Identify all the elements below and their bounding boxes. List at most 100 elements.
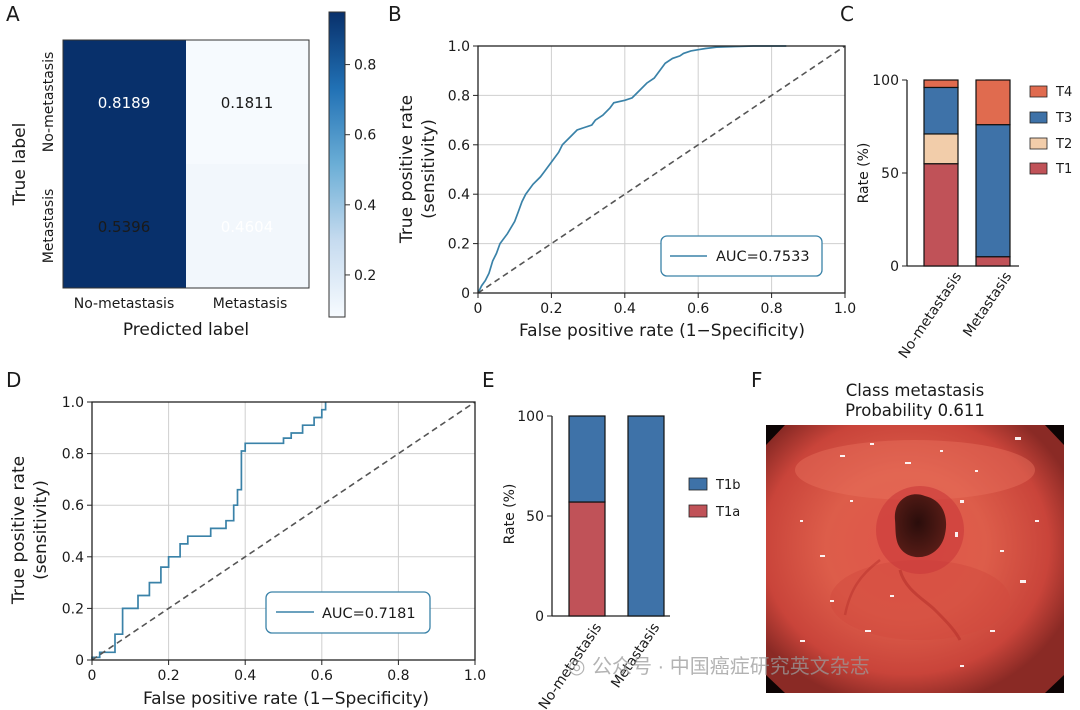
- roc-b-y-axis-label-line2: (sensitivity): [419, 119, 439, 219]
- roc-b-legend-label: AUC=0.7533: [716, 249, 810, 265]
- roc-chart-d: 0 0.2 0.4 0.6 0.8 1.0 0 0.2 0.4 0.6 0.8 1.0: [62, 395, 486, 684]
- heatmap-cell-1-0: [63, 164, 186, 288]
- bars-e-bar-t1b-0: [568, 415, 606, 503]
- colorbar-ticks: 0.2 0.4 0.6 0.8: [345, 58, 376, 284]
- panel-f: F Class metastasis Probability 0.611: [751, 368, 1064, 693]
- bars-c-bar-t4-0: [923, 79, 959, 89]
- panel-label-f: F: [751, 368, 763, 392]
- legend-swatch-t1: [1029, 162, 1048, 175]
- bars-c-bar-t3-0: [923, 86, 959, 135]
- roc-b-y-tick-label-3: 0.6: [448, 138, 470, 154]
- cell-label-0-0: 0.8189: [98, 94, 151, 112]
- roc-b-y-tick-label-4: 0.8: [448, 88, 470, 104]
- heatmap-cell-1-1: [186, 164, 309, 288]
- bars-c-x-tick-no-metastasis: No-metastasis: [896, 269, 965, 361]
- roc-b-axes-frame: [477, 45, 846, 294]
- roc-d-x-axis-label: False positive rate (1−Specificity): [143, 689, 429, 709]
- roc-b-x-tick-label-1: 0.2: [540, 301, 562, 317]
- panel-label-d: D: [6, 368, 21, 392]
- roc-d-y-tick-label-0: 0: [75, 653, 84, 669]
- panel-c: C 0 50 100 Rate (%) No-metastasis Metastas…: [840, 2, 1072, 362]
- roc-d-chance-line: [91, 401, 476, 661]
- heatmap-frame: [62, 39, 310, 289]
- roc-d-x-tick-label-3: 0.6: [311, 668, 333, 684]
- bars-c-x-tick-metastasis: Metastasis: [960, 269, 1015, 340]
- cell-label-1-1: 0.4604: [221, 218, 274, 236]
- roc-b-x-tick-label-3: 0.6: [687, 301, 709, 317]
- colorbar-tick-label-3: 0.8: [354, 58, 376, 74]
- bars-e-y-axis-label: Rate (%): [502, 484, 518, 545]
- roc-d-x-tick-label-0: 0: [88, 668, 97, 684]
- legend-swatch-t2: [1029, 137, 1048, 150]
- roc-b-y-tick-label-5: 1.0: [448, 39, 470, 55]
- stacked-bars-e: 0 50 100: [517, 409, 670, 625]
- bars-c-bar-t2-0: [923, 133, 959, 165]
- bars-c-bar-t3-1: [975, 124, 1011, 258]
- bars-e-legend: T1b T1a: [688, 477, 740, 520]
- roc-d-y-tick-label-3: 0.6: [62, 498, 84, 514]
- bars-c-legend: T4 T3 T2 T1: [1029, 85, 1072, 177]
- legend-label-t1a: T1a: [715, 505, 740, 520]
- legend-swatch-t1b: [688, 477, 708, 491]
- colorbar-tick-label-2: 0.6: [354, 128, 376, 144]
- legend-label-t1: T1: [1055, 162, 1072, 177]
- legend-label-t4: T4: [1055, 85, 1072, 100]
- panel-b: B 0 0.2 0.4 0.6 0.8 1.0 0 0.2 0.4 0.6 0.8 1.0 False…: [388, 2, 856, 341]
- roc-d-y-tick-label-5: 1.0: [62, 395, 84, 411]
- roc-d-x-tick-label-4: 0.8: [387, 668, 409, 684]
- roc-d-y-axis-label-line2: (sensitivity): [31, 480, 51, 580]
- colorbar-tick-label-0: 0.2: [354, 268, 376, 284]
- roc-d-y-tick-label-1: 0.2: [62, 601, 84, 617]
- bars-c-y-tick-label-0: 0: [890, 259, 899, 275]
- colorbar: [328, 11, 346, 318]
- photo-title-line2: Probability 0.611: [845, 401, 985, 420]
- roc-b-x-tick-label-4: 0.8: [760, 301, 782, 317]
- panel-label-b: B: [388, 2, 402, 26]
- roc-d-x-tick-label-2: 0.4: [234, 668, 256, 684]
- roc-b-x-tick-label-0: 0: [474, 301, 483, 317]
- legend-label-t1b: T1b: [715, 478, 740, 493]
- panel-label-c: C: [840, 2, 854, 26]
- roc-d-axes-frame: [91, 401, 476, 661]
- bars-c-bar-t1-1: [975, 256, 1011, 267]
- panel-label-a: A: [6, 2, 20, 26]
- bars-e-y-tick-label-1: 50: [526, 509, 544, 525]
- roc-b-y-tick-label-1: 0.2: [448, 237, 470, 253]
- panel-label-e: E: [482, 368, 495, 392]
- roc-d-y-tick-label-2: 0.4: [62, 550, 84, 566]
- x-tick-label-no-metastasis: No-metastasis: [74, 296, 175, 312]
- legend-swatch-t3: [1029, 111, 1048, 124]
- x-axis-label: Predicted label: [123, 320, 249, 340]
- colorbar-tick-label-1: 0.4: [354, 198, 376, 214]
- endoscopy-image: [766, 425, 1064, 693]
- bars-e-y-tick-label-2: 100: [517, 409, 544, 425]
- roc-b-x-tick-label-5: 1.0: [834, 301, 856, 317]
- y-tick-label-no-metastasis: No-metastasis: [41, 52, 57, 153]
- roc-b-x-axis-label: False positive rate (1−Specificity): [519, 321, 805, 341]
- bars-c-bar-t4-1: [975, 79, 1011, 126]
- photo-title-line1: Class metastasis: [846, 381, 984, 400]
- watermark-text: 公众号 · 中国癌症研究英文杂志: [592, 655, 870, 678]
- heatmap-cell-0-1: [186, 40, 309, 164]
- cell-label-0-1: 0.1811: [221, 94, 274, 112]
- roc-b-y-tick-label-0: 0: [461, 286, 470, 302]
- roc-b-roc-line: [477, 45, 787, 294]
- roc-d-roc-line: [91, 402, 327, 660]
- bars-c-y-tick-label-1: 50: [881, 166, 899, 182]
- legend-label-t2: T2: [1055, 137, 1072, 152]
- bars-c-y-tick-label-2: 100: [872, 73, 899, 89]
- legend-swatch-t4: [1029, 85, 1048, 98]
- legend-label-t3: T3: [1055, 111, 1072, 126]
- heatmap-cell-0-0: [63, 40, 186, 164]
- y-tick-label-metastasis: Metastasis: [41, 189, 57, 264]
- roc-d-legend-box: [265, 591, 431, 634]
- roc-d-legend-label: AUC=0.7181: [322, 606, 416, 622]
- watermark-icon: ◎: [568, 656, 585, 678]
- roc-b-chance-line: [477, 45, 846, 294]
- stacked-bars-c: 0 50 100: [872, 73, 1019, 275]
- bars-e-bar-t1a-0: [568, 501, 606, 617]
- roc-d-x-tick-label-1: 0.2: [157, 668, 179, 684]
- roc-b-y-tick-label-2: 0.4: [448, 187, 470, 203]
- y-axis-label: True label: [10, 123, 30, 207]
